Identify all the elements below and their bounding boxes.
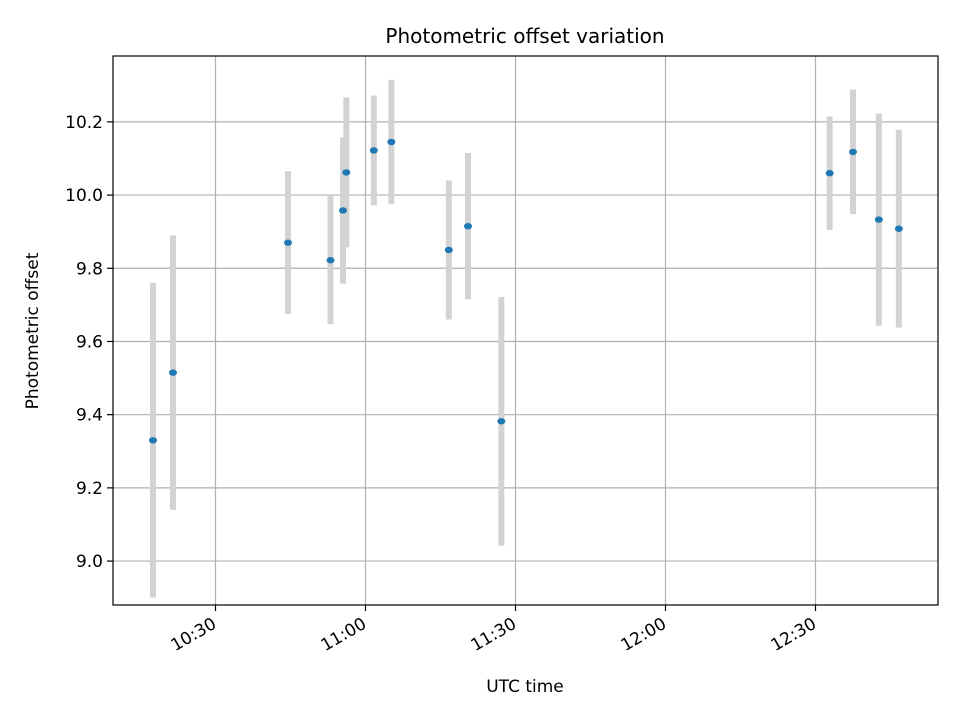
y-tick-label: 9.2 — [76, 479, 103, 499]
y-tick-label: 9.6 — [76, 332, 103, 352]
x-axis-label: UTC time — [486, 677, 564, 697]
x-tick-label: 12:30 — [768, 614, 820, 656]
plot-area — [113, 56, 938, 605]
y-axis-ticks: 9.0 9.2 9.4 9.6 9.8 10.0 10.2 — [65, 113, 113, 572]
y-tick-label: 9.0 — [76, 552, 103, 572]
data-point — [169, 369, 177, 376]
y-tick-label: 9.8 — [76, 259, 103, 279]
x-tick-label: 10:30 — [168, 614, 220, 656]
plot-border — [112, 55, 939, 606]
data-point — [284, 239, 292, 246]
data-point — [894, 225, 903, 232]
x-tick-label: 12:00 — [618, 614, 670, 656]
data-point — [342, 169, 351, 176]
y-tick-label: 10.0 — [65, 186, 103, 206]
data-point — [339, 207, 347, 214]
data-point — [369, 147, 378, 154]
x-tick-label: 11:00 — [318, 614, 370, 656]
data-point — [825, 169, 834, 177]
data-points — [149, 138, 903, 444]
x-tick-label: 11:30 — [468, 614, 520, 656]
x-axis-ticks: 10:30 11:00 11:30 12:00 12:30 — [168, 605, 820, 656]
data-point — [874, 216, 883, 223]
data-point — [387, 138, 396, 146]
data-point — [464, 222, 472, 230]
y-tick-label: 10.2 — [65, 113, 103, 133]
grid-lines — [113, 56, 938, 605]
chart-title: Photometric offset variation — [385, 24, 664, 48]
data-point — [497, 418, 506, 425]
data-point — [326, 257, 335, 264]
y-tick-label: 9.4 — [76, 406, 103, 426]
y-axis-label: Photometric offset — [23, 252, 43, 409]
data-point — [849, 148, 857, 156]
data-point — [149, 437, 157, 444]
data-point — [444, 246, 453, 254]
